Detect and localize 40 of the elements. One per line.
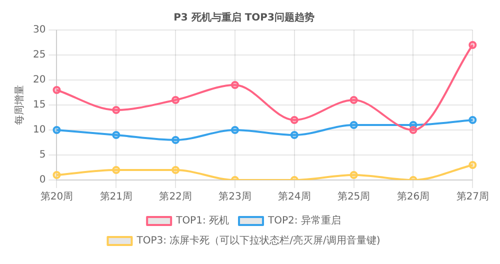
point — [350, 121, 358, 129]
x-tick-label: 第26周 — [396, 190, 430, 203]
point — [112, 131, 120, 139]
point — [52, 126, 61, 134]
x-tick-label: 第20周 — [40, 190, 74, 203]
y-tick-label: 25 — [32, 50, 46, 61]
x-tick-label: 第23周 — [218, 190, 252, 203]
y-tick-label: 15 — [32, 100, 46, 111]
x-tick-label: 第27周 — [456, 190, 490, 203]
point — [230, 81, 239, 89]
point — [172, 166, 180, 174]
point — [52, 86, 61, 94]
x-tick-label: 第24周 — [278, 190, 311, 203]
point — [112, 106, 120, 114]
point — [290, 116, 298, 124]
point — [468, 116, 477, 124]
x-tick-label: 第25周 — [337, 190, 370, 203]
point — [172, 136, 180, 144]
point — [290, 131, 298, 139]
point — [468, 161, 477, 169]
legend-label: TOP1: 死机 — [175, 214, 229, 227]
x-tick-label: 第22周 — [159, 190, 192, 203]
point — [468, 41, 477, 49]
chart-title: P3 死机与重启 TOP3问题趋势 — [174, 12, 314, 24]
x-tick-label: 第21周 — [100, 190, 133, 203]
y-tick-label: 10 — [32, 124, 46, 136]
y-tick-label: 20 — [32, 74, 46, 86]
point — [350, 171, 358, 179]
point — [350, 96, 358, 104]
y-axis-title: 每周增量 — [14, 85, 26, 125]
legend-label: TOP3: 冻屏卡死（可以下拉状态栏/亮灭屏/调用音量键) — [136, 234, 380, 247]
point — [409, 126, 418, 134]
point — [172, 96, 180, 104]
point — [112, 166, 120, 174]
y-tick-label: 0 — [39, 174, 46, 186]
legend-label: TOP2: 异常重启 — [267, 214, 341, 227]
y-tick-label: 30 — [32, 24, 46, 36]
point — [52, 171, 61, 179]
point — [230, 126, 239, 134]
y-tick-label: 5 — [39, 150, 46, 161]
